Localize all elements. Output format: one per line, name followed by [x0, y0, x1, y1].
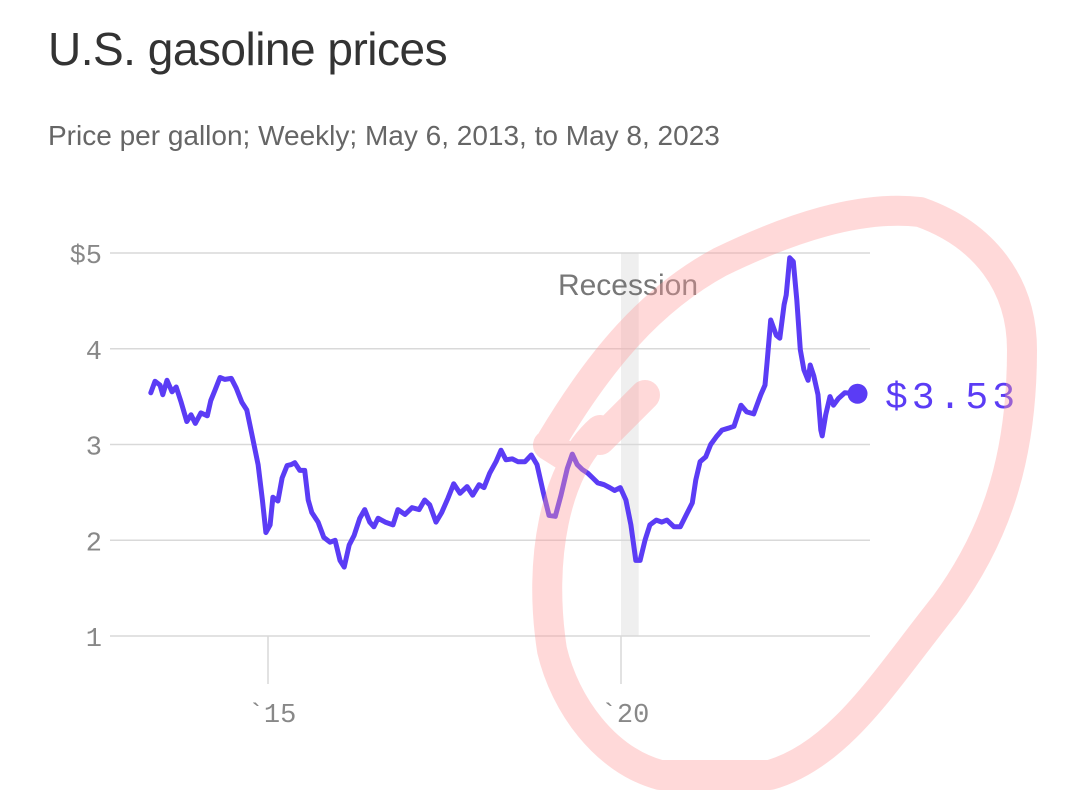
- end-point-marker: [847, 383, 868, 404]
- y-tick-label: 1: [86, 625, 102, 655]
- x-tick-label: `20: [601, 701, 650, 731]
- x-axis-ticks: `15 `20: [248, 636, 650, 731]
- chart-subtitle: Price per gallon; Weekly; May 6, 2013, t…: [48, 120, 720, 151]
- y-tick-label: 3: [86, 434, 102, 464]
- y-tick-label: $5: [70, 242, 102, 272]
- end-value-label: $3.53: [885, 377, 1019, 420]
- recession-label: Recession: [558, 269, 698, 302]
- y-tick-label: 2: [86, 529, 102, 559]
- hand-drawn-circle-annotation: [532, 195, 1037, 790]
- y-tick-label: 4: [86, 338, 102, 368]
- series-line-price: [148, 255, 860, 570]
- y-axis-ticks: $5 4 3 2 1: [70, 242, 102, 655]
- chart-title: U.S. gasoline prices: [48, 23, 448, 75]
- x-tick-label: `15: [248, 701, 297, 731]
- gridlines: [110, 252, 870, 637]
